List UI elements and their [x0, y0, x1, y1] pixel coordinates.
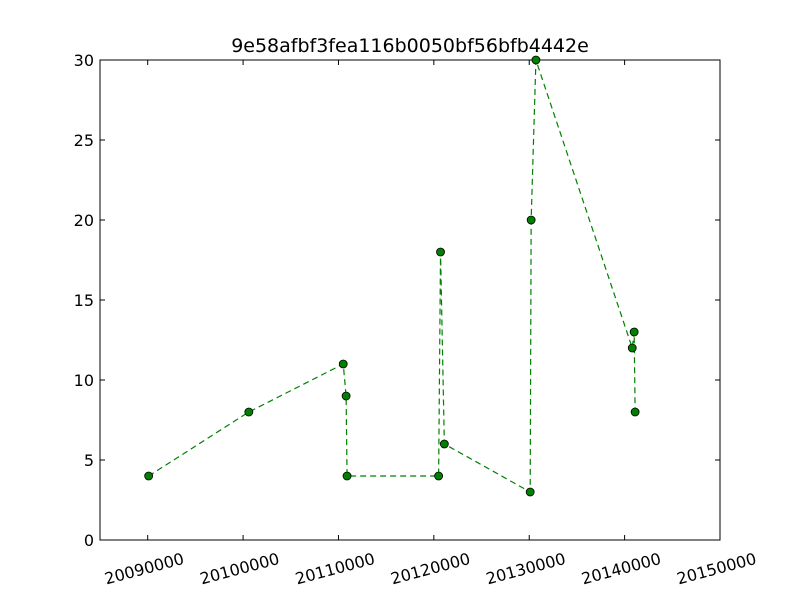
y-tick-label: 15	[74, 291, 94, 310]
x-tick-label: 20110000	[293, 549, 377, 588]
data-point	[342, 471, 352, 481]
data-point	[341, 391, 351, 401]
data-point	[338, 359, 348, 369]
chart-title: 9e58afbf3fea116b0050bf56bfb4442e	[231, 35, 589, 57]
y-tick-label: 20	[74, 211, 94, 230]
y-tick-label: 5	[84, 451, 94, 470]
data-point	[144, 471, 154, 481]
data-point	[439, 439, 449, 449]
data-point	[434, 471, 444, 481]
data-point	[526, 215, 536, 225]
y-tick-label: 30	[74, 51, 94, 70]
data-point	[531, 55, 541, 65]
data-point	[525, 487, 535, 497]
data-point	[627, 343, 637, 353]
x-tick-label: 20130000	[484, 549, 568, 588]
y-tick-label: 25	[74, 131, 94, 150]
y-tick-label: 10	[74, 371, 94, 390]
x-tick-label: 20090000	[102, 549, 186, 588]
plot-area-frame	[99, 59, 721, 541]
data-point	[244, 407, 254, 417]
y-axis: 0 5 10 15 20 25 30	[74, 51, 720, 550]
y-tick-label: 0	[84, 531, 94, 550]
x-tick-label: 20140000	[579, 549, 663, 588]
series-line	[148, 59, 636, 494]
data-point	[436, 247, 445, 257]
x-tick-label: 20120000	[389, 549, 473, 588]
data-series	[144, 55, 640, 497]
data-point	[630, 407, 640, 417]
x-tick-label: 20100000	[198, 549, 282, 588]
data-point	[629, 327, 639, 337]
x-tick-label: 20150000	[675, 549, 759, 588]
